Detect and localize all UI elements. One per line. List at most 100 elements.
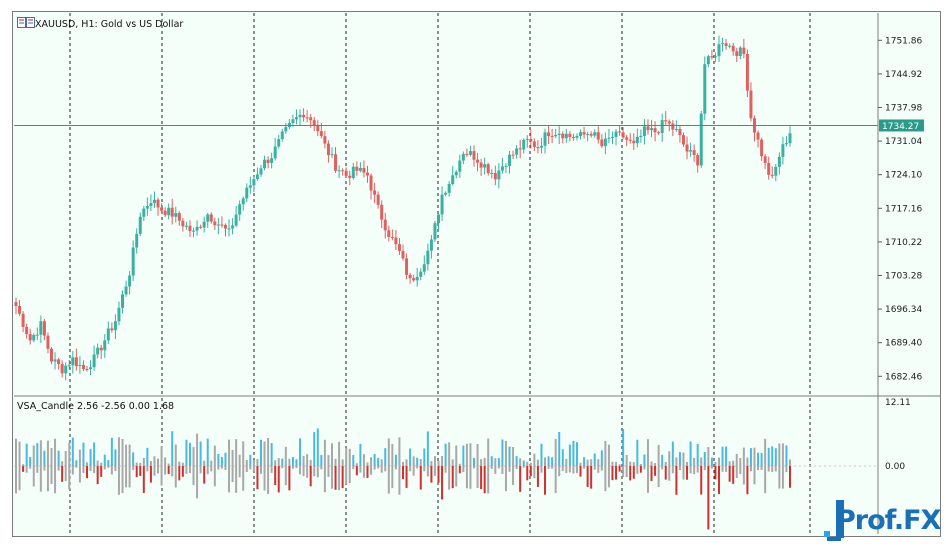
vol-bar-bottom: [490, 466, 493, 469]
vol-bar-bottom: [299, 466, 302, 475]
vol-bar-top: [263, 441, 266, 466]
vol-bar-bottom: [547, 466, 550, 469]
vol-bar-top: [654, 463, 657, 466]
vol-bar-top: [686, 461, 689, 466]
vol-bar-bottom: [121, 466, 124, 494]
candle-body: [664, 120, 668, 122]
vol-bar-bottom: [678, 466, 681, 471]
vol-bar-top: [483, 457, 486, 466]
vol-bar-top: [625, 454, 628, 466]
vol-bar-bottom: [224, 466, 227, 471]
vol-bar-bottom: [568, 466, 571, 473]
candle-body: [298, 114, 302, 118]
vol-bar-bottom: [508, 466, 511, 472]
vol-bar-top: [206, 438, 209, 466]
vol-bar-bottom: [327, 466, 330, 477]
vol-bar-bottom: [54, 466, 57, 494]
y-tick-label: 1696.34: [885, 305, 922, 315]
candle-body: [763, 156, 767, 163]
vol-bar-bottom: [512, 466, 515, 485]
vol-bar-top: [277, 458, 280, 466]
vol-bar-top: [82, 442, 85, 466]
candle-body: [138, 216, 142, 234]
candle-body: [742, 47, 746, 54]
vol-bar-bottom: [302, 466, 305, 477]
vol-bar-bottom: [646, 466, 649, 493]
vol-bar-bottom: [540, 466, 543, 473]
vol-bar-bottom: [728, 466, 731, 482]
vol-bar-bottom: [277, 466, 280, 493]
vol-bar-bottom: [36, 466, 39, 473]
vol-bar-top: [714, 461, 717, 466]
y-tick-label: 1717.16: [885, 204, 922, 214]
candle-body: [490, 172, 494, 174]
candle-body: [294, 117, 298, 120]
vol-bar-top: [749, 448, 752, 466]
candle-body: [738, 47, 742, 57]
vol-bar-bottom: [600, 466, 603, 471]
vol-bar-top: [611, 461, 614, 466]
vol-bar-bottom: [586, 466, 589, 487]
vol-bar-top: [465, 443, 468, 466]
vol-bar-bottom: [707, 466, 710, 530]
vol-bar-bottom: [749, 466, 752, 472]
vol-bar-bottom: [43, 466, 46, 471]
vol-bar-bottom: [25, 466, 28, 473]
vol-bar-bottom: [32, 466, 35, 487]
candle-body: [696, 155, 700, 166]
vol-bar-top: [15, 438, 17, 466]
candle-body: [717, 44, 721, 57]
vol-bar-top: [426, 431, 429, 466]
candle-body: [103, 340, 107, 351]
candle-body: [18, 306, 22, 314]
vol-bar-bottom: [188, 466, 191, 473]
y-tick-label: 1682.46: [885, 372, 922, 382]
vol-bar-top: [785, 445, 788, 466]
candle-body: [394, 237, 398, 245]
vol-bar-bottom: [760, 466, 763, 470]
vol-bar-bottom: [238, 466, 241, 478]
vol-y-tick-label: 12.11: [885, 398, 911, 408]
vol-bar-bottom: [380, 466, 383, 473]
vol-bar-top: [501, 439, 504, 466]
candle-body: [657, 132, 661, 134]
vol-bar-bottom: [125, 466, 128, 488]
y-tick-label: 1731.04: [885, 137, 922, 147]
y-tick-label: 1751.86: [885, 36, 922, 46]
vol-bar-bottom: [39, 466, 42, 492]
candle-body: [468, 151, 472, 155]
vol-bar-top: [458, 463, 461, 466]
vol-bar-top: [703, 452, 706, 466]
vol-bar-top: [249, 454, 252, 466]
candle-body: [152, 199, 156, 204]
vol-bar-bottom: [444, 466, 447, 473]
vol-bar-bottom: [142, 466, 145, 493]
vol-bar-bottom: [487, 466, 490, 494]
vol-bar-bottom: [274, 466, 277, 486]
vol-bar-bottom: [359, 466, 362, 473]
candle-body: [674, 128, 678, 130]
candle-body: [522, 139, 526, 150]
vol-bar-bottom: [178, 466, 181, 481]
candle-body: [149, 203, 153, 207]
vol-bar-bottom: [192, 466, 195, 486]
candle-body: [713, 56, 717, 58]
vol-bar-top: [135, 462, 138, 466]
candle-body: [89, 367, 93, 370]
y-tick-label: 1737.98: [885, 104, 922, 114]
vol-bar-top: [586, 459, 589, 466]
vol-bar-bottom: [476, 466, 479, 489]
vol-bar-bottom: [100, 466, 103, 477]
vol-bar-bottom: [778, 466, 781, 489]
vol-bar-bottom: [93, 466, 96, 474]
vol-bar-bottom: [57, 466, 60, 471]
candle-body: [188, 225, 192, 232]
candle-body: [326, 143, 330, 156]
vol-bar-bottom: [451, 466, 454, 489]
vol-bar-top: [203, 460, 206, 466]
vol-bar-top: [689, 441, 692, 466]
vol-bar-top: [323, 439, 326, 466]
vol-bar-bottom: [643, 466, 646, 470]
vol-bar-bottom: [164, 466, 167, 475]
